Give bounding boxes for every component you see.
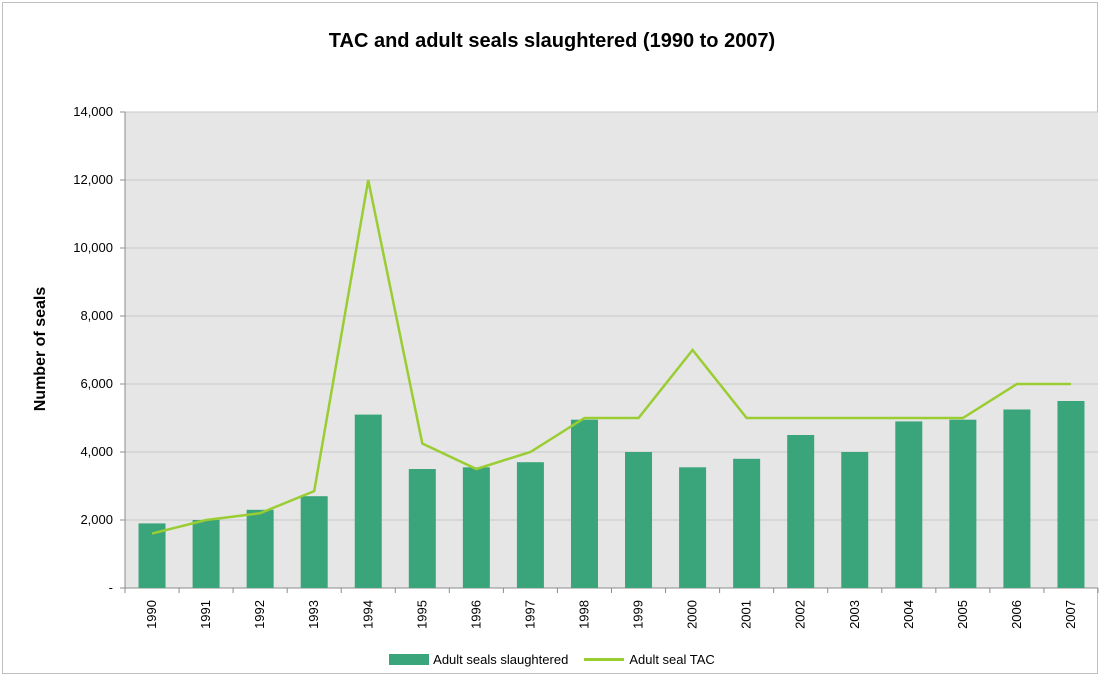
x-tick-label: 1991 bbox=[198, 600, 213, 629]
y-tick-label: 8,000 bbox=[80, 308, 113, 323]
bar bbox=[1003, 409, 1031, 588]
x-tick-label: 2006 bbox=[1009, 600, 1024, 629]
x-tick-label: 2005 bbox=[955, 600, 970, 629]
x-tick-label: 1995 bbox=[414, 600, 429, 629]
x-tick-label: 2001 bbox=[739, 600, 754, 629]
x-tick-label: 1994 bbox=[360, 600, 375, 629]
bar bbox=[895, 421, 923, 588]
x-tick-label: 1997 bbox=[522, 600, 537, 629]
y-tick-label: 6,000 bbox=[80, 376, 113, 391]
x-tick-label: 1990 bbox=[144, 600, 159, 629]
legend-item-line: Adult seal TAC bbox=[584, 652, 715, 667]
legend-swatch-bars bbox=[389, 654, 430, 665]
y-tick-label: 4,000 bbox=[80, 444, 113, 459]
x-tick-label: 2004 bbox=[901, 600, 916, 629]
y-tick-label: 14,000 bbox=[73, 104, 113, 119]
bar bbox=[462, 467, 490, 588]
bar bbox=[841, 452, 869, 588]
x-tick-label: 1999 bbox=[631, 600, 646, 629]
x-tick-label: 2000 bbox=[685, 600, 700, 629]
x-tick-label: 1992 bbox=[252, 600, 267, 629]
legend-label-line: Adult seal TAC bbox=[629, 652, 715, 667]
bar bbox=[138, 523, 166, 588]
x-tick-label: 2003 bbox=[847, 600, 862, 629]
x-tick-label: 1996 bbox=[468, 600, 483, 629]
bar bbox=[354, 414, 382, 588]
legend-item-bars: Adult seals slaughtered bbox=[389, 652, 568, 667]
legend-swatch-line bbox=[584, 658, 625, 661]
bar bbox=[679, 467, 707, 588]
bar bbox=[949, 419, 977, 588]
y-tick-label: - bbox=[109, 580, 113, 595]
x-tick-label: 1998 bbox=[576, 600, 591, 629]
bar bbox=[408, 469, 436, 588]
bar bbox=[570, 419, 598, 588]
bar bbox=[733, 458, 761, 588]
y-tick-label: 10,000 bbox=[73, 240, 113, 255]
bar bbox=[300, 496, 328, 588]
bar bbox=[192, 520, 220, 588]
x-tick-label: 1993 bbox=[306, 600, 321, 629]
bar bbox=[246, 509, 274, 588]
x-tick-label: 2007 bbox=[1063, 600, 1078, 629]
series-line bbox=[151, 179, 1071, 535]
x-tick-label: 2002 bbox=[793, 600, 808, 629]
bar bbox=[625, 452, 653, 588]
bar bbox=[787, 435, 815, 588]
y-tick-label: 2,000 bbox=[80, 512, 113, 527]
bar bbox=[1057, 401, 1085, 588]
bar bbox=[516, 462, 544, 588]
legend-label-bars: Adult seals slaughtered bbox=[433, 652, 569, 667]
legend: Adult seals slaughtered Adult seal TAC bbox=[0, 652, 1104, 667]
y-tick-label: 12,000 bbox=[73, 172, 113, 187]
plot-area bbox=[125, 112, 1098, 588]
chart-title: TAC and adult seals slaughtered (1990 to… bbox=[328, 30, 776, 52]
